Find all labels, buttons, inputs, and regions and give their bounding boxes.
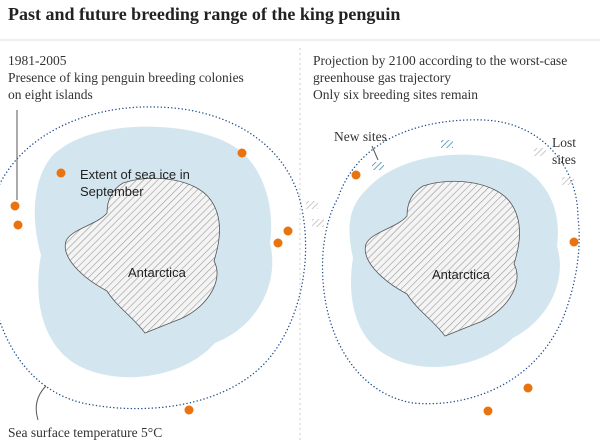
colony bbox=[56, 168, 66, 178]
new-sites bbox=[372, 140, 453, 170]
site bbox=[562, 177, 574, 185]
map-right bbox=[321, 119, 580, 405]
description: Presence of king penguin breeding coloni… bbox=[8, 70, 244, 102]
colony bbox=[483, 406, 493, 416]
antarctica bbox=[64, 177, 220, 334]
lost-sites bbox=[306, 148, 574, 227]
temperature-label: Sea surface temperature 5°C bbox=[8, 425, 163, 440]
colony bbox=[10, 201, 20, 211]
period: 1981-2005 bbox=[8, 53, 67, 68]
subdescription: Only six breeding sites remain bbox=[313, 87, 478, 102]
colony bbox=[523, 383, 533, 393]
lost-sites-label: Lost sites bbox=[552, 135, 577, 167]
site bbox=[306, 201, 318, 209]
colony bbox=[13, 220, 23, 230]
colonies bbox=[351, 170, 579, 416]
colony bbox=[237, 148, 247, 158]
continent-label: Antarctica bbox=[432, 267, 490, 282]
site bbox=[441, 140, 453, 148]
pointer bbox=[371, 145, 379, 161]
sea-ice-label: Extent of sea ice in September bbox=[80, 167, 190, 199]
temperature-line bbox=[0, 106, 307, 410]
map-left bbox=[0, 106, 307, 410]
site bbox=[534, 148, 546, 156]
colony bbox=[273, 238, 283, 248]
title: Past and future breeding range of the ki… bbox=[8, 4, 401, 24]
temperature-line bbox=[321, 119, 580, 405]
new-sites-label: New sites bbox=[334, 129, 387, 144]
colonies bbox=[10, 148, 293, 415]
colony bbox=[283, 226, 293, 236]
site bbox=[372, 162, 384, 170]
continent-label: Antarctica bbox=[128, 265, 186, 280]
description: Projection by 2100 according to the wors… bbox=[313, 53, 568, 85]
colony bbox=[184, 405, 194, 415]
colony bbox=[351, 170, 361, 180]
antarctica bbox=[364, 180, 520, 337]
pointer bbox=[35, 385, 47, 421]
site bbox=[312, 219, 324, 227]
colony bbox=[569, 237, 579, 247]
